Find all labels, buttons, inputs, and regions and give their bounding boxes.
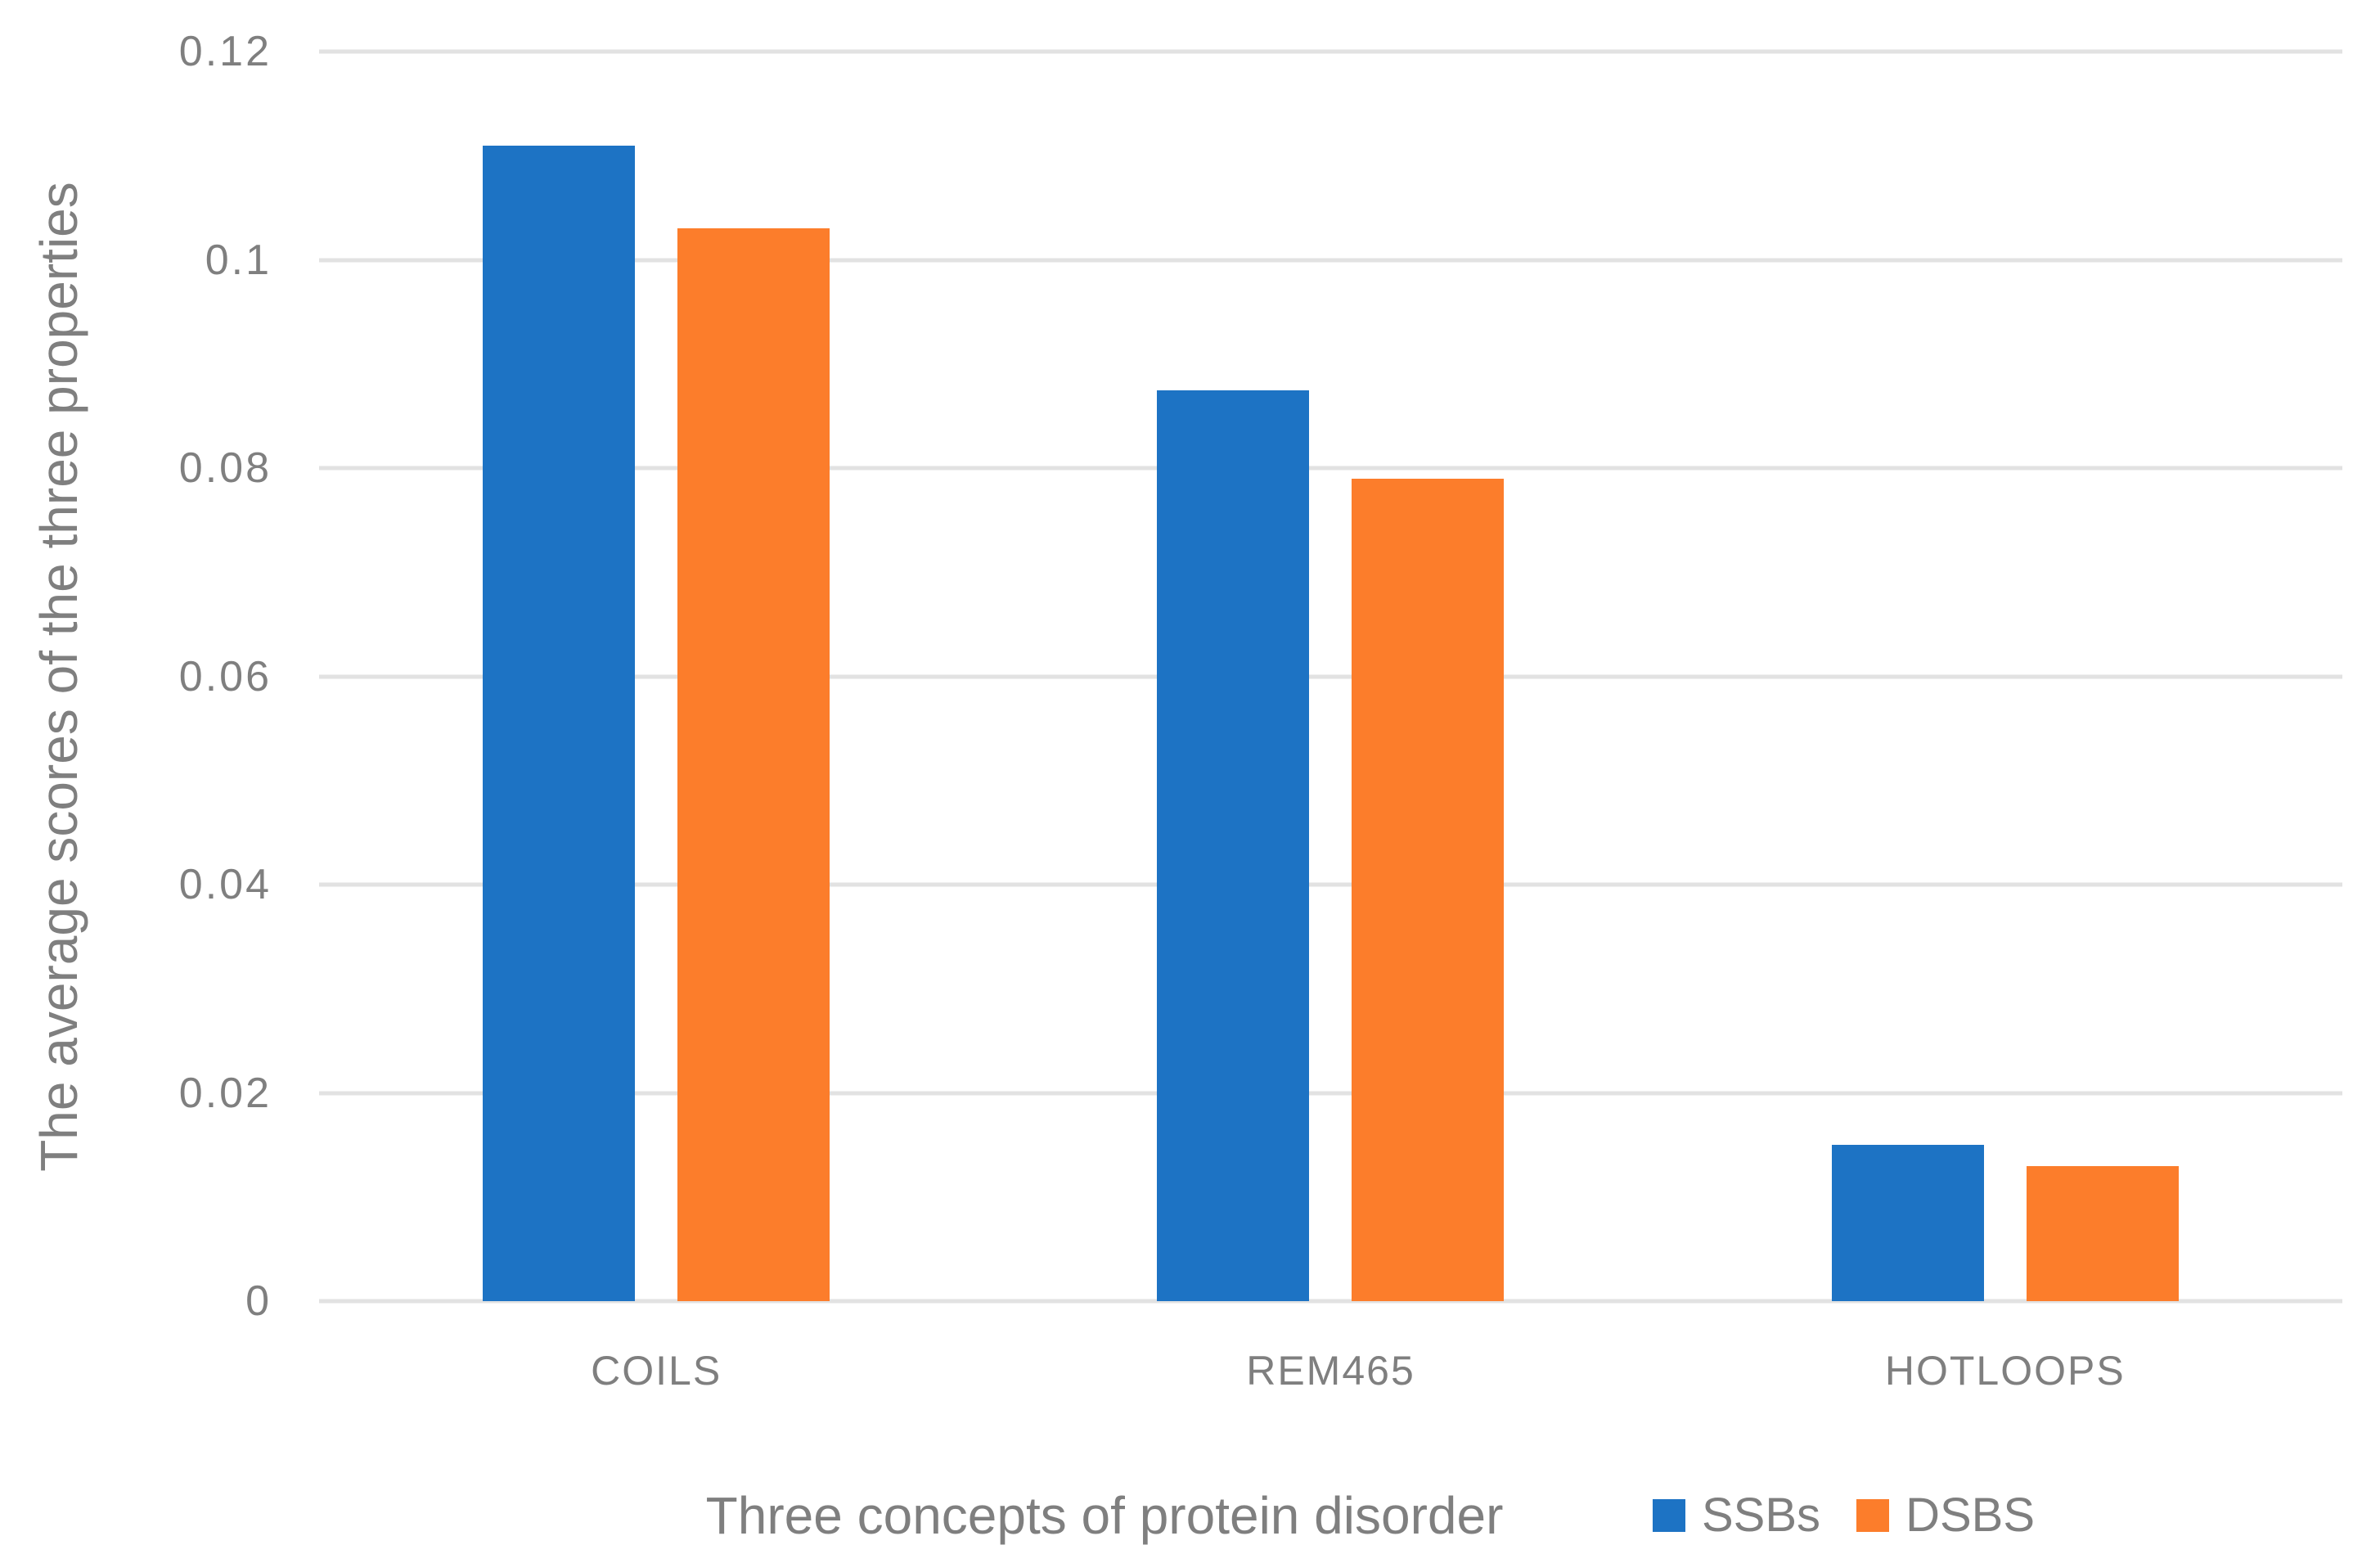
bar-ssbs-coils bbox=[483, 145, 636, 1301]
bar-groups-container bbox=[319, 52, 2342, 1301]
y-tick-label: 0.1 bbox=[205, 236, 272, 284]
y-tick-label: 0.08 bbox=[178, 444, 272, 492]
gridline bbox=[319, 466, 2342, 471]
bar-group-rem465 bbox=[993, 52, 1667, 1301]
legend-label: DSBS bbox=[1905, 1489, 2036, 1542]
y-tick-label: 0.12 bbox=[178, 28, 272, 75]
gridline bbox=[319, 1091, 2342, 1095]
legend-label: SSBs bbox=[1702, 1489, 1821, 1542]
gridline bbox=[319, 882, 2342, 887]
legend-swatch-icon bbox=[1856, 1499, 1890, 1532]
legend-item-dsbs: DSBS bbox=[1856, 1492, 2035, 1539]
bar-ssbs-hotloops bbox=[1831, 1145, 1984, 1301]
y-axis-tick-labels: 0 0.02 0.04 0.06 0.08 0.1 0.12 bbox=[0, 30, 272, 1322]
bar-group-hotloops bbox=[1668, 52, 2342, 1301]
y-tick-label: 0.06 bbox=[178, 652, 272, 700]
legend: SSBs DSBS bbox=[1653, 1492, 2035, 1539]
plot-area bbox=[319, 49, 2342, 1304]
legend-item-ssbs: SSBs bbox=[1653, 1492, 1820, 1539]
gridline bbox=[319, 1299, 2342, 1304]
bar-dsbs-rem465 bbox=[1352, 478, 1505, 1301]
y-tick-label: 0.02 bbox=[178, 1069, 272, 1117]
y-tick-label: 0.04 bbox=[178, 861, 272, 908]
x-category-label: REM465 bbox=[1246, 1348, 1415, 1394]
bar-group-coils bbox=[319, 52, 993, 1301]
x-axis-labels: COILS REM465 HOTLOOPS bbox=[319, 1346, 2342, 1395]
bar-dsbs-coils bbox=[677, 228, 830, 1301]
bar-ssbs-rem465 bbox=[1157, 390, 1310, 1301]
legend-swatch-icon bbox=[1653, 1499, 1685, 1532]
bar-dsbs-hotloops bbox=[2026, 1165, 2179, 1301]
gridline bbox=[319, 49, 2342, 54]
gridline bbox=[319, 674, 2342, 678]
x-category-label: HOTLOOPS bbox=[1884, 1348, 2126, 1394]
y-tick-label: 0 bbox=[245, 1277, 272, 1325]
x-axis-title: Three concepts of protein disorder bbox=[705, 1486, 1504, 1545]
x-category-label: COILS bbox=[591, 1348, 722, 1394]
gridline bbox=[319, 258, 2342, 262]
